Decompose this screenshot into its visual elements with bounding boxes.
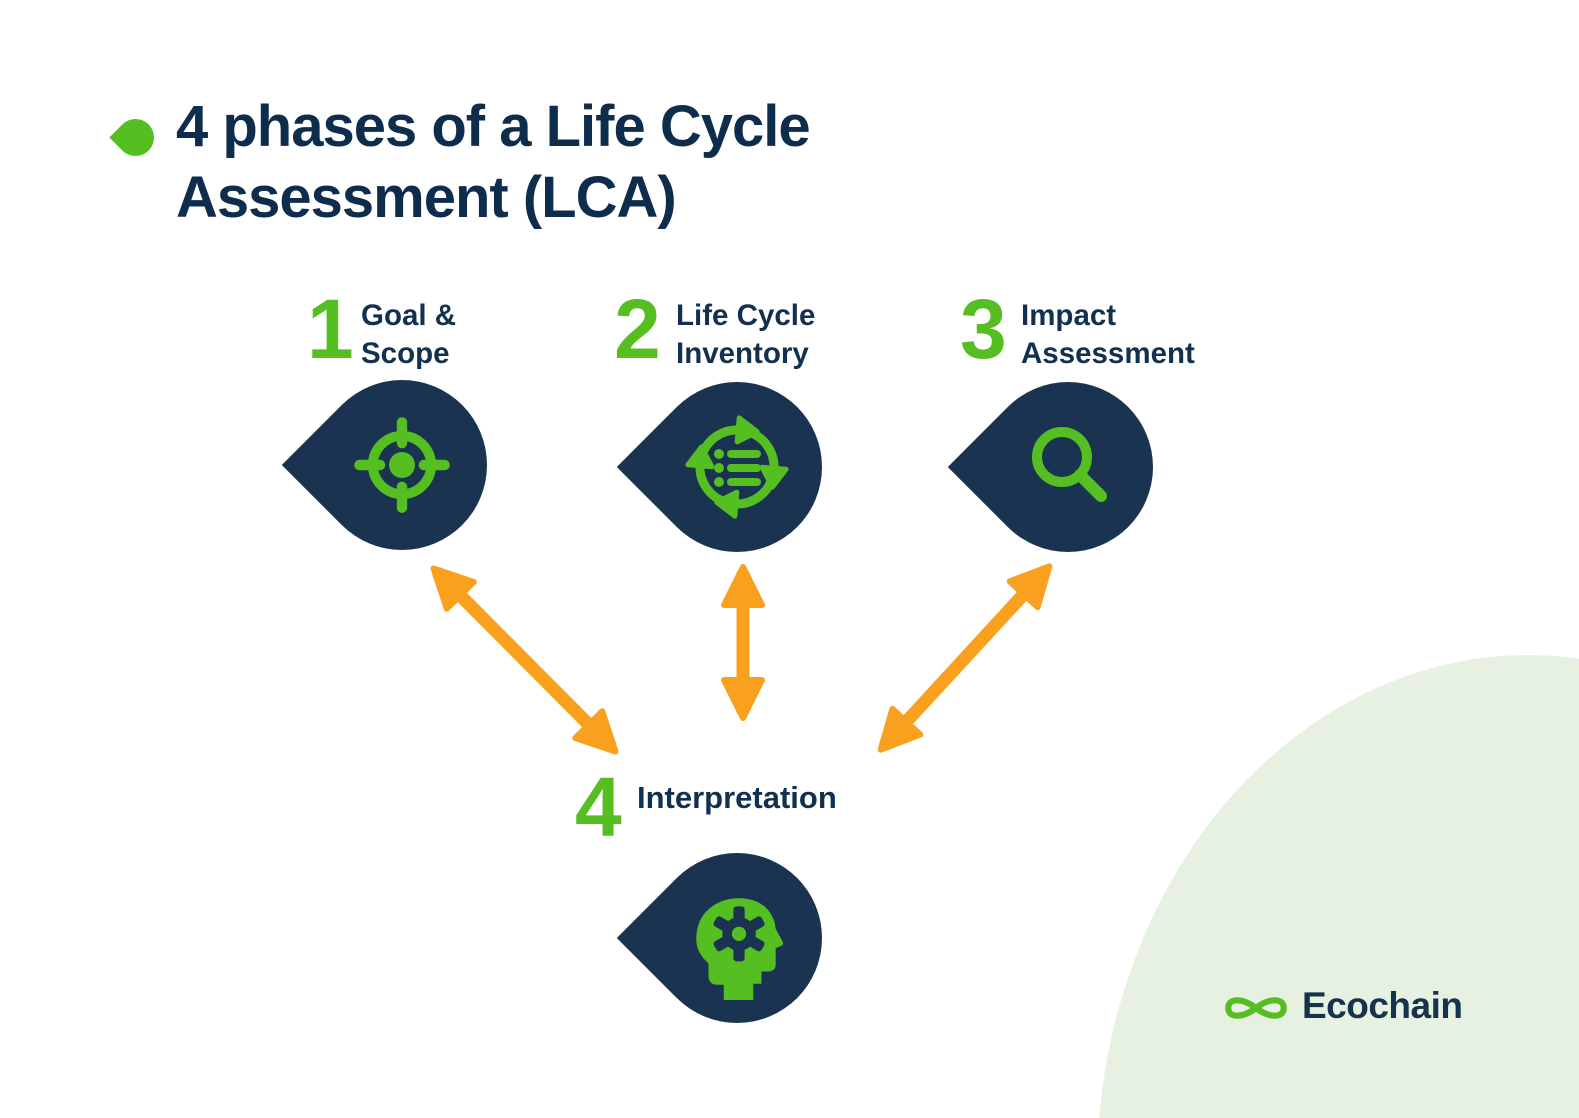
phase-3-number: 3 (960, 282, 1007, 376)
page-title-line2: Assessment (LCA) (176, 164, 677, 230)
phase-2-label-line1: Life Cycle (676, 299, 816, 332)
magnifier-icon (1032, 427, 1107, 502)
phase-1-badge (281, 344, 523, 586)
phase-2-label-line2: Inventory (676, 336, 809, 370)
arrow-goal-interpretation (430, 565, 619, 755)
phase-4-label: Interpretation (637, 780, 837, 815)
phase-2-label: Life Cycle Inventory (676, 297, 815, 373)
phase-1-label-line1: Goal & (361, 299, 457, 332)
phase-3-badge (947, 346, 1189, 588)
phase-4-number: 4 (575, 760, 622, 854)
leaf-icon (109, 111, 162, 164)
target-icon (354, 417, 450, 513)
phase-3-label-line1: Impact (1021, 299, 1117, 332)
infinity-chain-icon (1225, 997, 1287, 1019)
phase-2-number: 2 (614, 282, 661, 376)
phase-3-label-line2: Assessment (1021, 336, 1195, 370)
phase-3-label: Impact Assessment (1021, 297, 1195, 373)
arrow-impact-interpretation (877, 563, 1053, 753)
brand-name: Ecochain (1302, 985, 1463, 1026)
phase-4-badge (616, 817, 858, 1059)
gear-icon (713, 906, 765, 962)
phase-2-badge (616, 346, 858, 588)
cycle-arrows-list-icon (682, 415, 792, 522)
background-blob (1097, 655, 1579, 1118)
phase-1-label-line2: Scope (361, 336, 450, 370)
head-gear-icon (696, 898, 784, 1001)
phase-1-label: Goal & Scope (361, 297, 456, 373)
connector-arrows (430, 563, 1053, 755)
phase-1-number: 1 (307, 282, 354, 376)
page-title: 4 phases of a Life Cycle Assessment (LCA… (176, 92, 811, 234)
page-title-line1: 4 phases of a Life Cycle (176, 94, 811, 159)
